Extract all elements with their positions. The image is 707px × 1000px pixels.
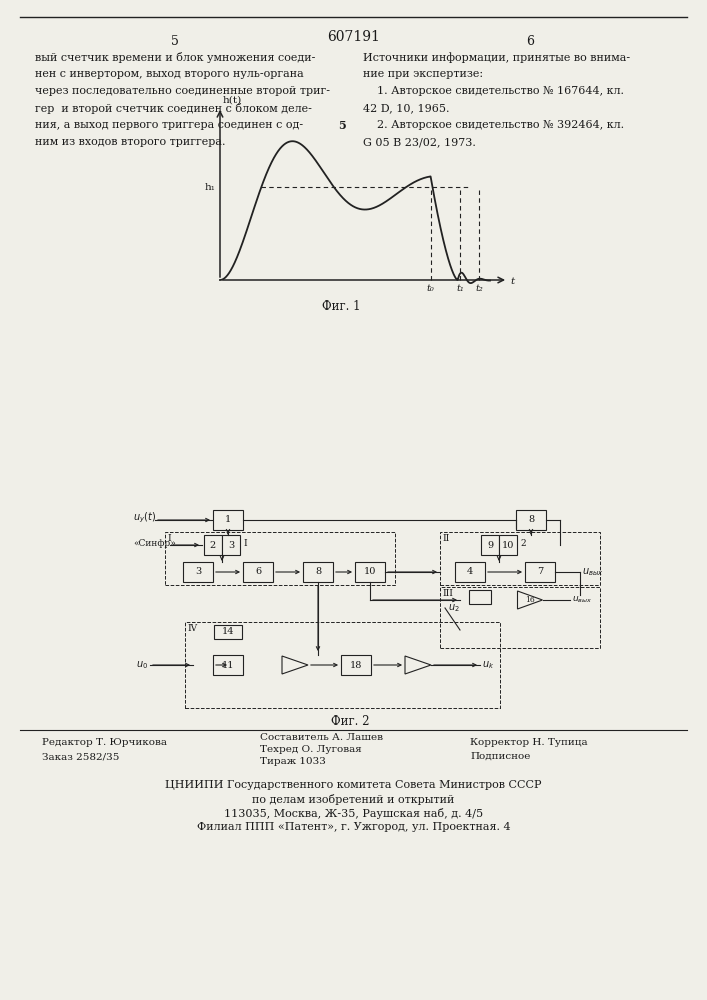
Text: 1: 1 xyxy=(225,516,231,524)
Bar xyxy=(525,562,555,582)
Text: 8: 8 xyxy=(315,568,321,576)
Text: 2: 2 xyxy=(520,538,525,548)
Text: Источники информации, принятые во внима-: Источники информации, принятые во внима- xyxy=(363,52,630,63)
Text: ние при экспертизе:: ние при экспертизе: xyxy=(363,69,483,79)
Text: 3: 3 xyxy=(195,568,201,576)
Text: h(t): h(t) xyxy=(223,96,243,105)
Text: Корректор Н. Тупица: Корректор Н. Тупица xyxy=(470,738,588,747)
Text: $u_{вых}$: $u_{вых}$ xyxy=(572,595,592,605)
Text: t₂: t₂ xyxy=(475,284,483,293)
Text: I: I xyxy=(167,534,170,543)
Text: через последовательно соединенные второй триг-: через последовательно соединенные второй… xyxy=(35,86,330,96)
Text: Редактор Т. Юрчикова: Редактор Т. Юрчикова xyxy=(42,738,167,747)
Text: 6: 6 xyxy=(255,568,261,576)
Text: $u_0$: $u_0$ xyxy=(136,659,148,671)
Bar xyxy=(499,535,517,555)
Bar xyxy=(303,562,333,582)
Bar xyxy=(204,535,222,555)
Bar xyxy=(222,535,240,555)
Text: ния, а выход первого триггера соединен с од-: ния, а выход первого триггера соединен с… xyxy=(35,120,303,130)
Text: Филиал ППП «Патент», г. Ужгород, ул. Проектная. 4: Филиал ППП «Патент», г. Ужгород, ул. Про… xyxy=(197,822,510,832)
Text: вый счетчик времени и блок умножения соеди-: вый счетчик времени и блок умножения сое… xyxy=(35,52,315,63)
Bar xyxy=(341,655,371,675)
Bar xyxy=(440,587,600,648)
Text: 10: 10 xyxy=(364,568,376,576)
Text: $u_k$: $u_k$ xyxy=(482,659,494,671)
Text: $u_{вых}$: $u_{вых}$ xyxy=(582,566,604,578)
Text: Фиг. 2: Фиг. 2 xyxy=(331,715,369,728)
Text: гер  и второй счетчик соединен с блоком деле-: гер и второй счетчик соединен с блоком д… xyxy=(35,103,312,114)
Text: G 05 B 23/02, 1973.: G 05 B 23/02, 1973. xyxy=(363,137,476,147)
Text: 42 D, 10, 1965.: 42 D, 10, 1965. xyxy=(363,103,450,113)
Text: III: III xyxy=(442,589,453,598)
Bar xyxy=(440,532,600,585)
Text: 9: 9 xyxy=(487,540,493,550)
Bar xyxy=(355,562,385,582)
Text: 4: 4 xyxy=(467,568,473,576)
Text: IV: IV xyxy=(187,624,197,633)
Text: «Синфр»: «Синфр» xyxy=(133,538,176,548)
Bar xyxy=(165,532,395,585)
Text: $u_2$: $u_2$ xyxy=(448,602,460,614)
Bar xyxy=(243,562,273,582)
Text: $u_y(t)$: $u_y(t)$ xyxy=(133,511,156,525)
Text: 8: 8 xyxy=(528,516,534,524)
Text: ним из входов второго триггера.: ним из входов второго триггера. xyxy=(35,137,226,147)
Text: Техред О. Луговая: Техред О. Луговая xyxy=(260,745,362,754)
Text: I: I xyxy=(243,538,247,548)
Text: II: II xyxy=(442,534,449,543)
Bar xyxy=(213,655,243,675)
Bar xyxy=(481,535,499,555)
Text: 607191: 607191 xyxy=(327,30,380,44)
Text: 16: 16 xyxy=(525,596,535,604)
Text: 11: 11 xyxy=(222,660,234,670)
Text: ЦНИИПИ Государственного комитета Совета Министров СССР: ЦНИИПИ Государственного комитета Совета … xyxy=(165,780,542,790)
Bar xyxy=(213,510,243,530)
Text: Заказ 2582/35: Заказ 2582/35 xyxy=(42,752,119,761)
Bar xyxy=(469,590,491,604)
Text: 5: 5 xyxy=(338,120,346,131)
Text: h₁: h₁ xyxy=(205,182,216,192)
Text: 3: 3 xyxy=(228,540,234,550)
Bar xyxy=(183,562,213,582)
Text: 5: 5 xyxy=(171,35,179,48)
Text: 14: 14 xyxy=(222,628,234,637)
Text: Фиг. 1: Фиг. 1 xyxy=(322,300,361,313)
Bar xyxy=(214,625,242,639)
Text: Тираж 1033: Тираж 1033 xyxy=(260,757,326,766)
Text: 2: 2 xyxy=(210,540,216,550)
Text: Подписное: Подписное xyxy=(470,752,530,761)
Bar xyxy=(516,510,546,530)
Text: t₁: t₁ xyxy=(457,284,464,293)
Text: t₀: t₀ xyxy=(427,284,435,293)
Text: 7: 7 xyxy=(537,568,543,576)
Text: t: t xyxy=(510,276,514,286)
Text: 113035, Москва, Ж-35, Раушская наб, д. 4/5: 113035, Москва, Ж-35, Раушская наб, д. 4… xyxy=(224,808,483,819)
Text: 10: 10 xyxy=(502,540,514,550)
Text: по делам изобретений и открытий: по делам изобретений и открытий xyxy=(252,794,455,805)
Text: 18: 18 xyxy=(350,660,362,670)
Text: Составитель А. Лашев: Составитель А. Лашев xyxy=(260,733,383,742)
Text: нен с инвертором, выход второго нуль-органа: нен с инвертором, выход второго нуль-орг… xyxy=(35,69,304,79)
Bar xyxy=(185,622,500,708)
Bar xyxy=(455,562,485,582)
Text: 6: 6 xyxy=(526,35,534,48)
Text: 2. Авторское свидетельство № 392464, кл.: 2. Авторское свидетельство № 392464, кл. xyxy=(363,120,624,130)
Text: 1. Авторское свидетельство № 167644, кл.: 1. Авторское свидетельство № 167644, кл. xyxy=(363,86,624,96)
